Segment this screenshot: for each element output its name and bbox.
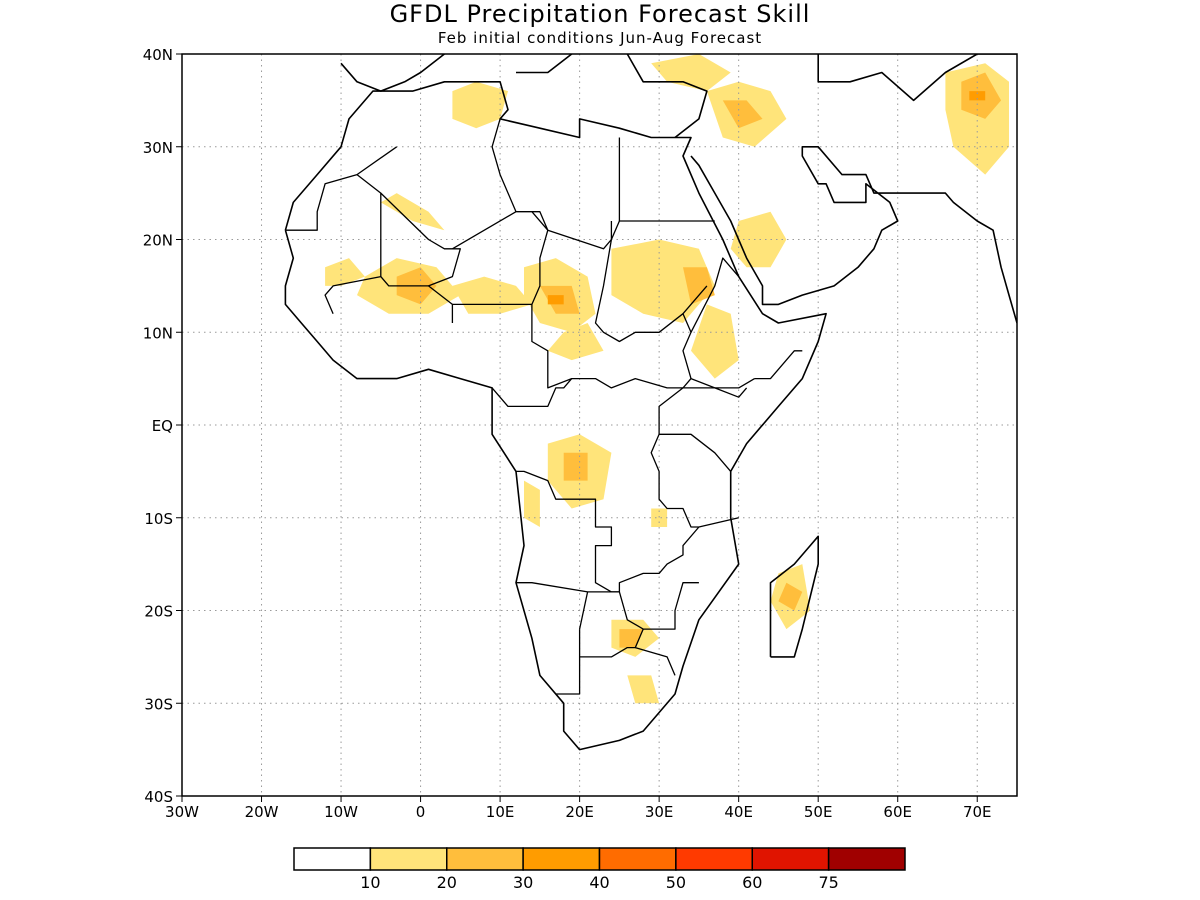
country-border xyxy=(555,629,581,695)
country-border xyxy=(635,646,676,676)
y-tick-label: 40N xyxy=(143,46,173,64)
country-border xyxy=(579,628,644,658)
colorbar-swatch xyxy=(369,847,448,871)
colorbar-swatch xyxy=(598,847,677,871)
skill-region xyxy=(547,295,564,305)
skill-region xyxy=(524,480,540,527)
country-border xyxy=(618,582,699,630)
skill-region xyxy=(452,276,532,314)
skill-region xyxy=(683,267,715,305)
country-border xyxy=(650,434,699,528)
country-border xyxy=(516,470,620,593)
y-tick-label: 20N xyxy=(143,232,173,250)
country-border xyxy=(380,276,454,323)
skill-region xyxy=(691,304,739,379)
country-border xyxy=(682,285,708,315)
colorbar-swatch xyxy=(293,847,372,871)
skill-region xyxy=(778,582,803,611)
country-border xyxy=(594,221,692,379)
x-tick-label: 10E xyxy=(486,803,515,821)
skill-region xyxy=(325,258,365,286)
country-border xyxy=(452,303,755,389)
axis-ticks: 30W 20W 10W 0 10E 20E 30E 40E 50E 60E 70E 40N 30N 20N… xyxy=(143,46,992,821)
x-tick-label: 50E xyxy=(804,803,833,821)
colorbar-swatch xyxy=(522,847,601,871)
x-tick-label: 20E xyxy=(565,803,594,821)
coastlines-layer xyxy=(284,54,1017,751)
country-border xyxy=(690,377,748,398)
x-tick-label: 10W xyxy=(324,803,358,821)
country-border xyxy=(610,220,620,240)
skill-region xyxy=(627,675,660,704)
coastline xyxy=(284,81,827,751)
skill-region xyxy=(969,91,986,101)
colorbar: 10 20 30 40 50 60 75 xyxy=(293,847,906,892)
colorbar-label: 10 xyxy=(360,873,380,892)
x-tick-label: 60E xyxy=(883,803,912,821)
x-tick-label: 30W xyxy=(165,803,199,821)
colorbar-swatch xyxy=(675,847,753,871)
country-border xyxy=(578,591,589,630)
y-tick-label: 10N xyxy=(143,324,173,342)
x-tick-label: 40E xyxy=(724,803,753,821)
skill-shading-layer xyxy=(325,54,1009,704)
coastline xyxy=(769,535,820,658)
x-tick-label: 70E xyxy=(963,803,992,821)
country-border xyxy=(690,257,740,333)
colorbar-swatch xyxy=(751,847,830,871)
country-border xyxy=(491,378,573,408)
country-border xyxy=(754,350,803,380)
y-tick-label: 30S xyxy=(144,695,173,713)
country-borders-layer xyxy=(285,118,803,695)
skill-region xyxy=(651,508,668,527)
skill-region xyxy=(611,239,715,323)
colorbar-label: 40 xyxy=(589,873,609,892)
skill-region xyxy=(722,100,763,129)
colorbar-swatch xyxy=(827,847,906,871)
y-tick-label: 10S xyxy=(144,510,173,528)
map-subtitle: Feb initial conditions Jun-Aug Forecast xyxy=(437,29,763,47)
y-tick-label: EQ xyxy=(152,417,173,435)
x-tick-label: 30E xyxy=(645,803,674,821)
colorbar-swatch xyxy=(446,847,524,871)
coastline xyxy=(340,54,445,92)
y-tick-label: 30N xyxy=(143,139,173,157)
country-border xyxy=(285,146,398,231)
country-border xyxy=(324,174,382,314)
country-border xyxy=(531,230,549,305)
country-border xyxy=(531,211,549,231)
colorbar-label: 60 xyxy=(742,873,762,892)
colorbar-label: 30 xyxy=(513,873,533,892)
coastline xyxy=(626,54,1017,139)
colorbar-label: 20 xyxy=(437,873,457,892)
gridlines xyxy=(182,54,1017,796)
coastline xyxy=(690,146,1017,324)
country-border xyxy=(658,378,732,472)
country-border xyxy=(491,118,517,212)
colorbar-label: 50 xyxy=(666,873,686,892)
country-border xyxy=(428,248,461,287)
y-tick-label: 40S xyxy=(144,788,173,806)
skill-region xyxy=(563,452,588,481)
y-tick-label: 20S xyxy=(144,603,173,621)
x-tick-label: 0 xyxy=(416,803,426,821)
skill-region xyxy=(547,323,604,361)
x-tick-label: 20W xyxy=(245,803,279,821)
skill-region xyxy=(452,81,508,129)
map-title: GFDL Precipitation Forecast Skill xyxy=(389,0,811,28)
country-border xyxy=(698,517,739,528)
country-border xyxy=(516,526,700,593)
colorbar-label: 75 xyxy=(818,873,838,892)
coastline xyxy=(516,54,573,74)
skill-region xyxy=(380,193,445,231)
